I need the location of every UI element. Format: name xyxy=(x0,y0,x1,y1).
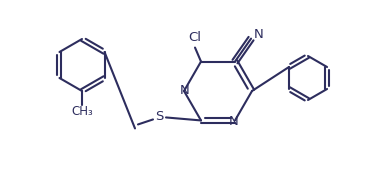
Text: N: N xyxy=(229,115,239,128)
Text: N: N xyxy=(180,83,190,96)
Text: Cl: Cl xyxy=(189,31,201,44)
Text: N: N xyxy=(254,28,264,41)
Text: CH₃: CH₃ xyxy=(71,104,93,117)
Text: S: S xyxy=(155,110,163,123)
